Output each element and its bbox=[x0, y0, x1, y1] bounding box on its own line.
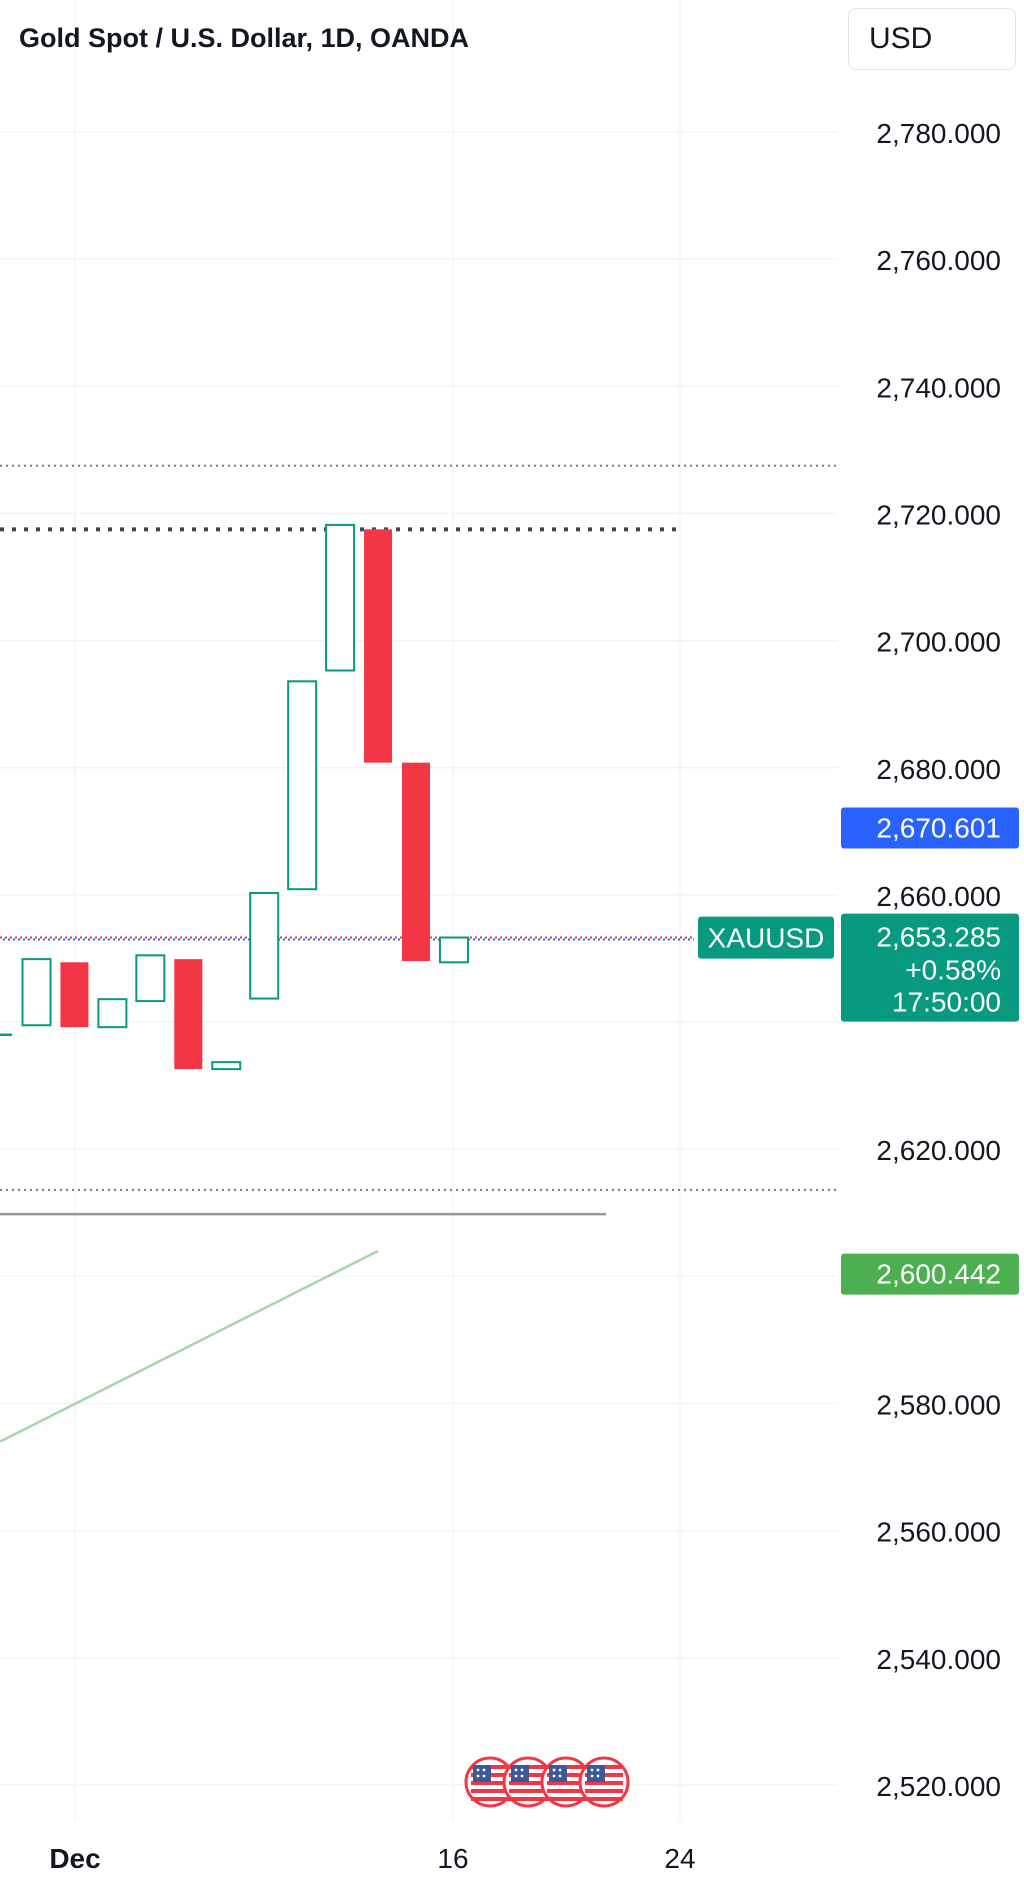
trend-line bbox=[0, 1033, 379, 1443]
price-axis[interactable]: 2,780.000 2,760.000 2,740.000 2,720.000 2,70… bbox=[876, 118, 1001, 1802]
grid-lines bbox=[0, 0, 838, 1820]
candle[interactable] bbox=[364, 529, 393, 763]
countdown-text: 17:50:00 bbox=[892, 987, 1001, 1018]
candle[interactable] bbox=[287, 680, 318, 891]
chart-title: Gold Spot / U.S. Dollar, 1D, OANDA bbox=[19, 23, 469, 53]
price-tick-label: 2,540.000 bbox=[876, 1644, 1001, 1675]
price-tick-label: 2,740.000 bbox=[876, 372, 1001, 403]
green-price-label bbox=[841, 1253, 1019, 1295]
date-tick-label: 16 bbox=[437, 1843, 468, 1874]
current-price-label bbox=[841, 913, 1019, 1022]
price-tick-label: 2,660.000 bbox=[876, 881, 1001, 912]
blue-price-label-text: 2,670.601 bbox=[876, 813, 1001, 844]
candle[interactable] bbox=[438, 936, 469, 964]
trend-line-segment bbox=[0, 1249, 379, 1443]
date-tick-label: 24 bbox=[664, 1843, 695, 1874]
us-flag-icon[interactable] bbox=[540, 1756, 592, 1808]
candle[interactable] bbox=[21, 958, 52, 1027]
horizontal-lines bbox=[0, 464, 838, 1216]
price-tick-label: 2,620.000 bbox=[876, 1135, 1001, 1166]
symbol-tag bbox=[698, 916, 834, 959]
candle[interactable] bbox=[211, 1061, 242, 1071]
price-tick-label: 2,780.000 bbox=[876, 118, 1001, 149]
candle[interactable] bbox=[97, 998, 128, 1029]
candle[interactable] bbox=[174, 959, 203, 1070]
candle[interactable] bbox=[135, 954, 166, 1003]
candles bbox=[21, 523, 469, 1071]
candle[interactable] bbox=[325, 523, 356, 672]
price-change-text: +0.58% bbox=[905, 955, 1001, 986]
us-flag-icon[interactable] bbox=[578, 1756, 630, 1808]
price-tick-label: 2,700.000 bbox=[876, 627, 1001, 658]
current-price-text: 2,653.285 bbox=[876, 922, 1001, 953]
price-tick-label: 2,580.000 bbox=[876, 1390, 1001, 1421]
time-axis[interactable]: Dec 16 24 bbox=[49, 1843, 695, 1874]
green-price-label-text: 2,600.442 bbox=[876, 1259, 1001, 1290]
price-tick-label: 2,520.000 bbox=[876, 1771, 1001, 1802]
blue-price-label bbox=[841, 807, 1019, 849]
price-labels: 2,670.601 XAUUSD 2,653.285+0.58%17:50:00 2,… bbox=[698, 807, 1019, 1295]
date-tick-label: Dec bbox=[49, 1843, 100, 1874]
currency-button[interactable]: USD bbox=[848, 8, 1016, 70]
price-tick-label: 2,720.000 bbox=[876, 499, 1001, 530]
candle[interactable] bbox=[249, 892, 280, 1000]
price-tick-label: 2,560.000 bbox=[876, 1517, 1001, 1548]
price-tick-label: 2,760.000 bbox=[876, 245, 1001, 276]
economic-events[interactable] bbox=[464, 1756, 630, 1808]
currency-label: USD bbox=[869, 22, 933, 55]
candle[interactable] bbox=[402, 762, 430, 962]
price-tick-label: 2,680.000 bbox=[876, 754, 1001, 785]
symbol-tag-text: XAUUSD bbox=[708, 923, 825, 954]
candle[interactable] bbox=[60, 962, 89, 1028]
